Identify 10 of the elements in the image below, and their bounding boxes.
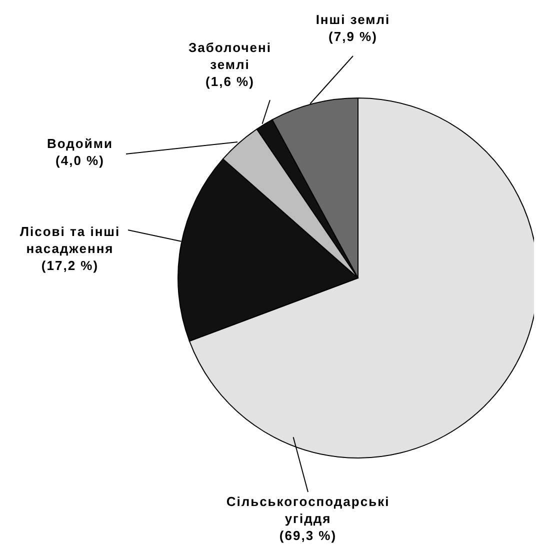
slice-label: Лісові та інші насадження <box>20 224 120 256</box>
data-label: (69,3 %) <box>279 528 337 543</box>
slice-label: Заболочені землі <box>188 40 272 72</box>
data-label: (4,0 %) <box>56 153 104 168</box>
slice-label: Інші землі <box>316 12 390 27</box>
slice-label: Водойми <box>47 136 113 151</box>
data-label: (17,2 %) <box>41 258 99 273</box>
data-label: (7,9 %) <box>328 29 378 44</box>
slice-label: Сільськогосподарські угіддя <box>226 494 390 526</box>
data-label: (1,6 %) <box>206 74 254 89</box>
